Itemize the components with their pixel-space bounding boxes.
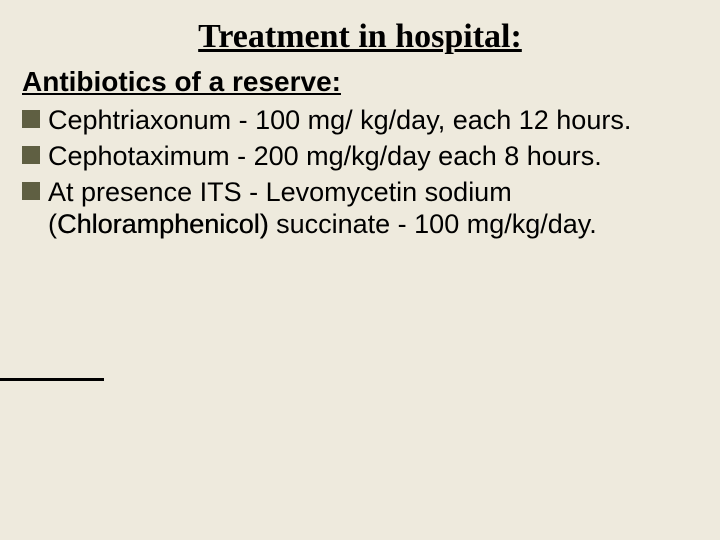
bullet-list: Cephtriaxonum - 100 mg/ kg/day, each 12 … — [0, 104, 720, 240]
square-bullet-icon — [22, 110, 40, 128]
list-item: Cephtriaxonum - 100 mg/ kg/day, each 12 … — [22, 104, 714, 136]
square-bullet-icon — [22, 182, 40, 200]
accent-bar — [0, 378, 104, 381]
bullet-text: Cephotaximum - 200 mg/kg/day each 8 hour… — [48, 140, 602, 172]
bullet-text: At presence ITS - Levomycetin sodium (Ch… — [48, 176, 714, 240]
list-item: At presence ITS - Levomycetin sodium (Ch… — [22, 176, 714, 240]
emphasized-term: Chloramphenicol) — [57, 209, 269, 239]
bullet-text: Cephtriaxonum - 100 mg/ kg/day, each 12 … — [48, 104, 631, 136]
slide-title: Treatment in hospital: — [0, 0, 720, 66]
square-bullet-icon — [22, 146, 40, 164]
slide-subtitle: Antibiotics of a reserve: — [0, 66, 720, 100]
bullet-text-post: succinate - 100 mg/kg/day. — [269, 209, 597, 239]
list-item: Cephotaximum - 200 mg/kg/day each 8 hour… — [22, 140, 714, 172]
